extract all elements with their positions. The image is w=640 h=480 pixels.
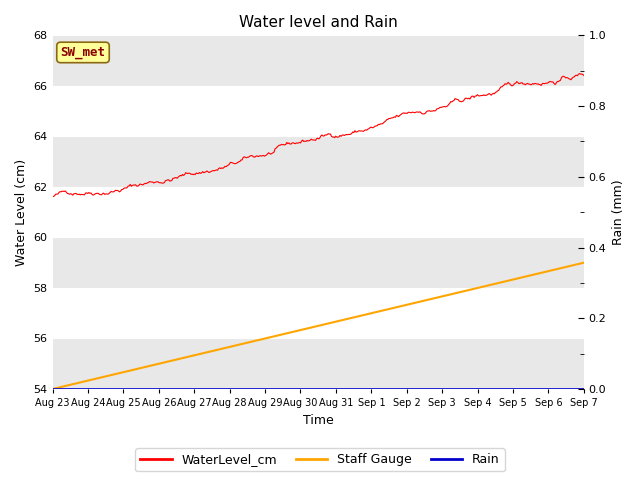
Staff Gauge [580, 260, 588, 265]
Rain [484, 386, 492, 392]
Y-axis label: Rain (mm): Rain (mm) [612, 180, 625, 245]
Line: WaterLevel_cm: WaterLevel_cm [52, 73, 584, 196]
X-axis label: Time: Time [303, 414, 333, 427]
WaterLevel_cm [365, 126, 372, 132]
Bar [52, 136, 584, 187]
WaterLevel_cm [336, 132, 344, 138]
WaterLevel_cm [576, 71, 584, 76]
Rain [580, 386, 588, 392]
Staff Gauge [365, 311, 372, 317]
WaterLevel_cm [49, 193, 56, 199]
Rain [365, 386, 372, 392]
Bar [52, 238, 584, 288]
Title: Water level and Rain: Water level and Rain [239, 15, 397, 30]
WaterLevel_cm [484, 92, 492, 97]
Rain [336, 386, 344, 392]
Line: Staff Gauge: Staff Gauge [52, 263, 584, 389]
Staff Gauge [49, 386, 56, 392]
Bar [52, 338, 584, 389]
Staff Gauge [301, 326, 308, 332]
Y-axis label: Water Level (cm): Water Level (cm) [15, 158, 28, 266]
Staff Gauge [484, 283, 492, 288]
WaterLevel_cm [301, 138, 308, 144]
Staff Gauge [336, 318, 344, 324]
Rain [304, 386, 312, 392]
Rain [567, 386, 575, 392]
Bar [52, 36, 584, 86]
Staff Gauge [567, 263, 575, 269]
WaterLevel_cm [304, 138, 312, 144]
Rain [49, 386, 56, 392]
Staff Gauge [304, 325, 312, 331]
Text: SW_met: SW_met [61, 46, 106, 59]
Legend: WaterLevel_cm, Staff Gauge, Rain: WaterLevel_cm, Staff Gauge, Rain [136, 448, 504, 471]
WaterLevel_cm [580, 72, 588, 78]
Rain [301, 386, 308, 392]
WaterLevel_cm [567, 77, 575, 83]
